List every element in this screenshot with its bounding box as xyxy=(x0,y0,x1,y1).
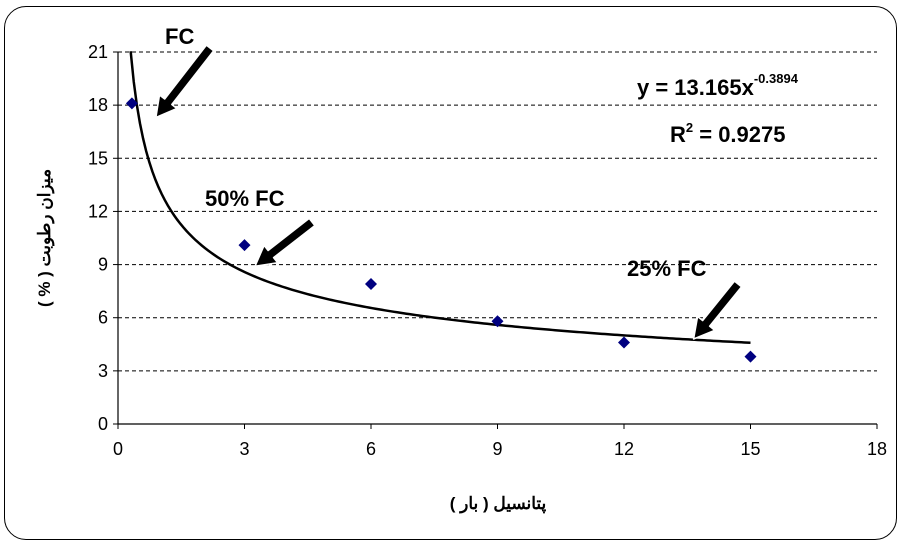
annotation-label: 50% FC xyxy=(205,186,285,211)
annotation-arrow xyxy=(155,44,215,119)
data-points xyxy=(125,97,757,363)
y-tick-label: 18 xyxy=(88,95,108,115)
y-tick-label: 12 xyxy=(88,201,108,221)
x-tick-label: 3 xyxy=(239,439,249,459)
x-tick-label: 12 xyxy=(614,439,634,459)
data-point xyxy=(365,278,377,291)
y-tick-label: 9 xyxy=(98,255,108,275)
y-tick-label: 15 xyxy=(88,148,108,168)
x-tick-label: 9 xyxy=(492,439,502,459)
x-tick-label: 15 xyxy=(740,439,760,459)
y-tick-label: 6 xyxy=(98,308,108,328)
data-point xyxy=(125,97,138,110)
y-axis-label: میزان رطوبت ( % ) xyxy=(35,169,55,307)
data-point xyxy=(238,239,251,252)
annotation-label: FC xyxy=(165,24,194,49)
r-squared: R2 = 0.9275 xyxy=(670,120,786,147)
x-ticks: 0 3 6 9 12 15 18 xyxy=(113,424,887,459)
trendline-equation: y = 13.165x-0.3894 xyxy=(637,71,799,100)
annotation-arrow xyxy=(692,280,743,340)
x-tick-label: 0 xyxy=(113,439,123,459)
data-point xyxy=(618,336,630,349)
annotation-label: 25% FC xyxy=(627,256,707,281)
y-tick-label: 3 xyxy=(98,361,108,381)
y-tick-label: 21 xyxy=(88,42,108,62)
annotation-arrow xyxy=(254,217,316,268)
gridlines xyxy=(118,51,877,372)
x-tick-label: 6 xyxy=(366,439,376,459)
y-tick-label: 0 xyxy=(98,414,108,434)
data-point xyxy=(491,315,504,328)
axes xyxy=(117,52,877,425)
y-ticks: 0 3 6 9 12 15 18 21 xyxy=(88,42,118,434)
x-tick-label: 18 xyxy=(867,439,887,459)
chart-frame xyxy=(4,6,897,540)
x-axis-label: پتانسیل ( بار ) xyxy=(450,494,547,514)
annotation-arrows: FC 50% FC 25% FC xyxy=(155,24,743,340)
data-point xyxy=(744,350,757,363)
trendline xyxy=(129,51,751,345)
